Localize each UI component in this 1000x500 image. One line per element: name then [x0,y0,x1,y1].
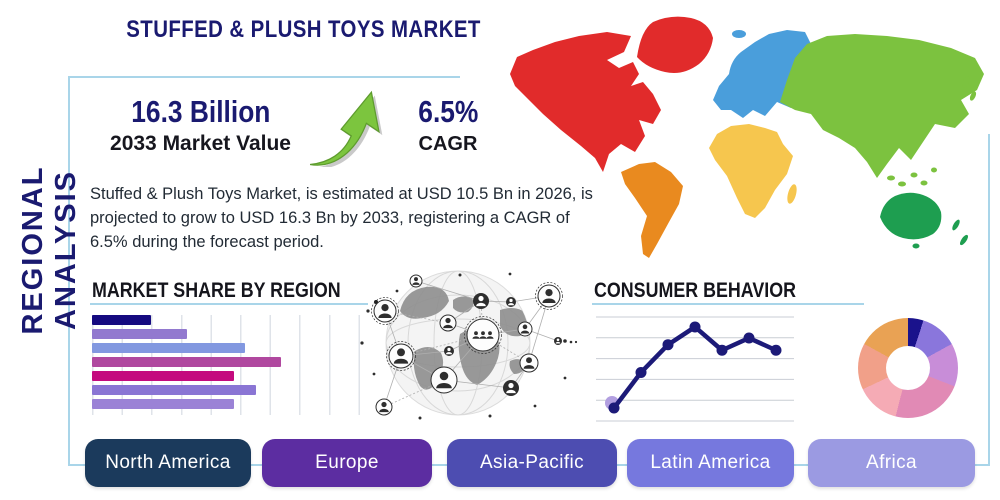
continent-greenland [637,16,713,74]
market-share-underline [90,303,368,305]
person-node-icon [519,353,539,373]
region-button-label: Africa [866,452,917,473]
bar-segment [92,343,246,353]
continent-asia [780,34,984,187]
region-button-label: North America [105,452,231,473]
person-node-icon [386,341,416,371]
bar-segment [92,385,257,395]
person-node-icon [375,398,393,416]
bar-segment [92,315,151,325]
market-value-caption: 2033 Market Value [110,131,291,155]
continent-north-america [510,32,661,172]
region-button-label: Asia-Pacific [479,452,585,473]
frame-line-left [68,76,70,466]
region-button-north-america[interactable]: North America [85,439,251,487]
region-button-asia-pacific[interactable]: Asia-Pacific [447,439,617,487]
person-node-icon [464,316,502,354]
continent-australia [880,192,942,249]
continent-africa [709,124,797,218]
continent-south-america [621,162,683,258]
bar-segment [92,399,234,409]
person-node-icon [371,297,399,325]
region-button-africa[interactable]: Africa [808,439,975,487]
world-map-illustration [510,16,984,258]
person-node-icon [554,337,562,345]
cagr-caption: CAGR [418,132,478,155]
donut-hole [886,346,930,390]
side-vertical-label: REGIONAL ANALYSIS [17,165,82,335]
consumer-behavior-underline [592,303,864,305]
page-title-text: STUFFED & PLUSH TOYS MARKET [126,16,481,43]
person-node-icon [506,297,516,307]
continent-new-zealand [952,219,969,246]
market-share-heading: MARKET SHARE BY REGION [92,279,341,302]
market-value-stat: 16.3 Billion 2033 Market Value [88,94,313,156]
market-share-bar-chart [92,315,372,415]
person-node-icon [409,274,423,288]
person-node-icon [473,293,489,309]
globe-network-illustration [360,270,578,420]
person-node-icon [430,366,458,394]
region-button-label: Latin America [650,452,771,473]
bar-segment [92,329,187,339]
decor-dot [374,300,378,304]
person-node-icon [535,282,563,310]
cagr-stat: 6.5% CAGR [398,94,498,156]
growth-arrow-icon [309,90,383,167]
network-person-nodes [371,274,563,416]
person-node-icon [503,380,519,396]
bar-segment [92,357,281,367]
frame-line-right [988,134,990,466]
frame-line-top [68,76,460,78]
page-title: STUFFED & PLUSH TOYS MARKET [95,16,480,44]
region-button-latin-america[interactable]: Latin America [627,439,794,487]
network-scatter-dots [360,272,578,420]
market-value-number: 16.3 Billion [130,94,271,129]
person-node-icon [439,314,457,332]
person-node-icon [517,321,533,337]
cagr-number: 6.5% [417,94,479,129]
market-summary-text: Stuffed & Plush Toys Market, is estimate… [90,185,593,252]
consumer-behavior-heading: CONSUMER BEHAVIOR [594,279,796,302]
region-button-europe[interactable]: Europe [262,439,432,487]
person-node-icon [444,346,454,356]
consumer-behavior-line-chart [596,316,794,422]
bar-segment [92,371,234,381]
region-button-label: Europe [315,452,379,473]
